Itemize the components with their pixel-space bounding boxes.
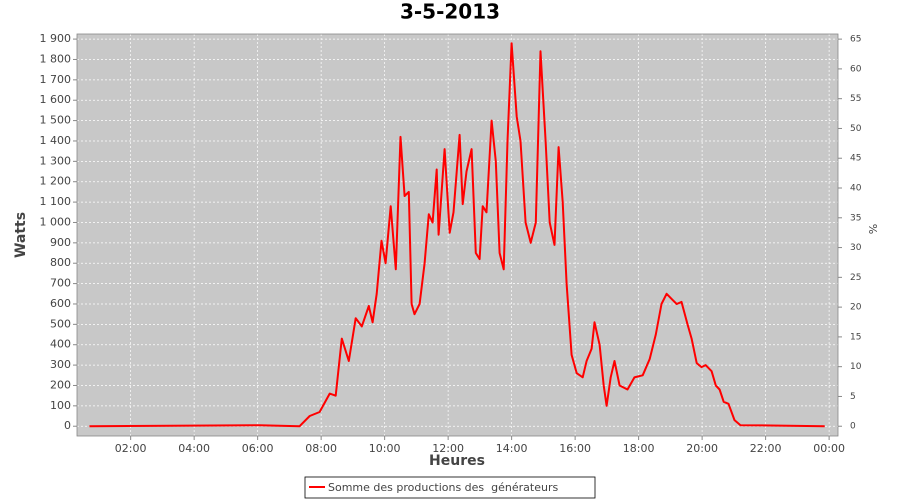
y-axis-label: Watts <box>13 212 29 258</box>
y-tick-label: 200 <box>50 378 71 391</box>
x-tick-label: 02:00 <box>115 442 147 455</box>
y-tick-label: 1 400 <box>40 134 72 147</box>
y-tick-label: 400 <box>50 338 71 351</box>
x-tick-label: 14:00 <box>496 442 528 455</box>
x-tick-label: 22:00 <box>750 442 782 455</box>
y2-tick-label: 25 <box>850 273 861 283</box>
y-tick-label: 1 900 <box>40 32 72 45</box>
y-tick-label: 500 <box>50 317 71 330</box>
x-tick-label: 04:00 <box>178 442 210 455</box>
y2-tick-label: 35 <box>850 213 861 223</box>
plot-area <box>77 34 838 436</box>
x-tick-label: 10:00 <box>369 442 401 455</box>
chart-title: 3-5-2013 <box>400 0 500 24</box>
y2-tick-label: 20 <box>850 303 862 313</box>
y2-axis-label: % <box>867 224 880 234</box>
y2-tick-label: 55 <box>850 94 861 104</box>
y2-tick-label: 10 <box>850 362 862 372</box>
plot-border <box>76 33 839 437</box>
legend-label: Somme des productions des générateurs <box>328 481 558 494</box>
y-tick-label: 1 800 <box>40 52 72 65</box>
y2-tick-label: 0 <box>850 422 856 432</box>
x-tick-label: 16:00 <box>559 442 591 455</box>
y2-tick-label: 60 <box>850 64 862 74</box>
y-tick-label: 1 700 <box>40 73 72 86</box>
legend <box>304 476 596 499</box>
x-axis-label: Heures <box>429 453 485 469</box>
y2-tick-label: 15 <box>850 332 861 342</box>
y2-tick-label: 45 <box>850 154 861 164</box>
y-tick-label: 300 <box>50 358 71 371</box>
y2-tick-label: 5 <box>850 392 856 402</box>
y-tick-label: 600 <box>50 297 71 310</box>
y-tick-label: 900 <box>50 236 71 249</box>
y2-tick-label: 65 <box>850 35 861 45</box>
y2-tick-label: 40 <box>850 184 862 194</box>
y-tick-label: 1 200 <box>40 175 72 188</box>
y2-tick-label: 30 <box>850 243 862 253</box>
y2-tick-label: 50 <box>850 124 862 134</box>
y-tick-label: 1 100 <box>40 195 72 208</box>
y-tick-label: 1 300 <box>40 154 72 167</box>
x-tick-label: 20:00 <box>686 442 718 455</box>
y-tick-label: 1 000 <box>40 215 72 228</box>
y-tick-label: 1 500 <box>40 114 72 127</box>
x-tick-label: 00:00 <box>813 442 845 455</box>
data-line <box>89 42 825 428</box>
x-tick-label: 06:00 <box>242 442 274 455</box>
x-tick-label: 08:00 <box>305 442 337 455</box>
y-tick-label: 1 600 <box>40 93 72 106</box>
y-tick-label: 100 <box>50 399 71 412</box>
x-tick-label: 18:00 <box>623 442 655 455</box>
y-tick-label: 0 <box>64 419 71 432</box>
x-tick-label: 12:00 <box>432 442 464 455</box>
y-tick-label: 700 <box>50 277 71 290</box>
y-tick-label: 800 <box>50 256 71 269</box>
